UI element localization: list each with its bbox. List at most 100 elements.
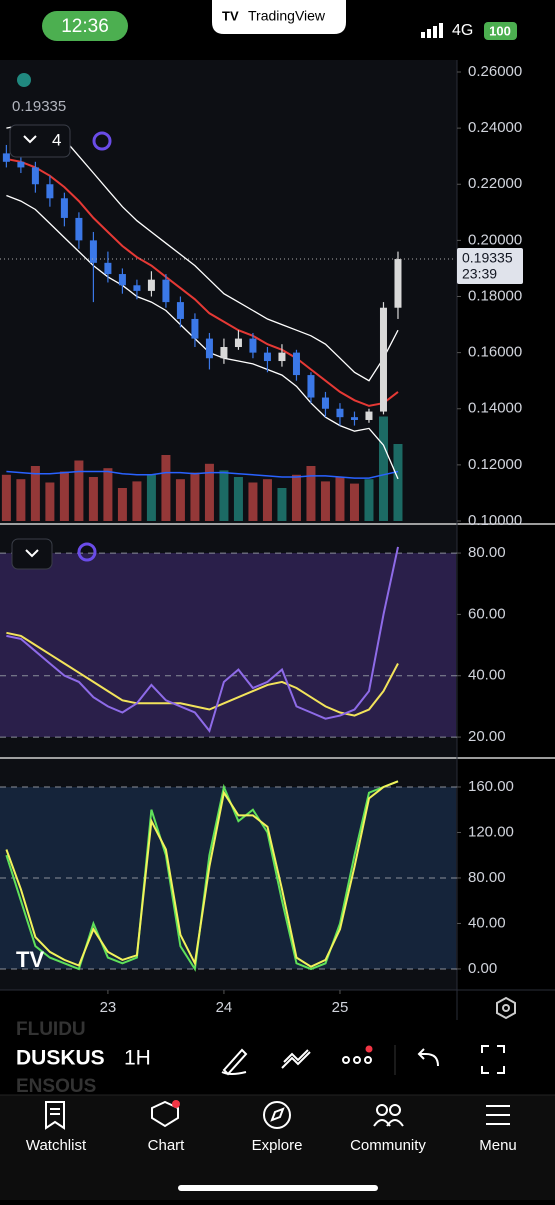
- volume-bar: [59, 471, 69, 521]
- y-tick-label: 40.00: [468, 667, 506, 684]
- menu-icon: [486, 1105, 510, 1125]
- y-tick-label: 0.22000: [468, 175, 522, 192]
- candle-body: [205, 338, 213, 359]
- chevron: [23, 135, 37, 144]
- series-line: [6, 124, 399, 382]
- community-icon: [373, 1104, 404, 1127]
- legend-toggle[interactable]: [9, 124, 71, 158]
- volume-bar: [190, 472, 200, 521]
- y-tick-label: 160.00: [468, 778, 514, 795]
- watermark: TV: [16, 947, 44, 972]
- chart-icon: [151, 1100, 179, 1128]
- settings-button[interactable]: [496, 996, 516, 1020]
- volume-bar: [45, 482, 55, 521]
- candle-body: [365, 411, 373, 420]
- candle-body: [379, 307, 387, 412]
- volume-bar: [146, 474, 156, 521]
- volume-bar: [262, 479, 272, 521]
- candle-body: [234, 338, 242, 348]
- nav-items: Watchlist Chart Explore Community Menu: [26, 1137, 517, 1154]
- candle-body: [321, 397, 329, 409]
- nav-label[interactable]: Community: [350, 1137, 426, 1154]
- candle-body: [104, 262, 112, 275]
- y-tick-label: 40.00: [468, 914, 506, 931]
- candle-body: [75, 217, 83, 241]
- nav-label[interactable]: Chart: [148, 1137, 186, 1154]
- y-tick-label: 120.00: [468, 823, 514, 840]
- battery: [484, 22, 517, 40]
- more-tools[interactable]: [342, 1056, 372, 1064]
- candle-body: [394, 259, 402, 308]
- lines-tool[interactable]: [281, 1049, 311, 1069]
- chevron: [25, 549, 39, 558]
- candle-body: [118, 274, 126, 286]
- volume-bar: [117, 488, 127, 521]
- x-tick-label: 24: [216, 999, 233, 1016]
- undo[interactable]: [417, 1048, 439, 1067]
- y-tick-label: 80.00: [468, 869, 506, 886]
- series-line: [6, 631, 399, 717]
- series-line: [5, 780, 399, 968]
- volume-ma: [6, 470, 399, 479]
- volume-bar: [30, 466, 40, 521]
- y-tick-label: 0.12000: [468, 456, 522, 473]
- y-tick-label: 0.16000: [468, 344, 522, 361]
- candle-body: [176, 302, 184, 319]
- nav-bar: [0, 1095, 555, 1200]
- candle-body: [307, 375, 315, 398]
- nav-label[interactable]: Watchlist: [26, 1137, 87, 1154]
- battery-level: 100: [489, 23, 511, 38]
- plots: [0, 124, 457, 972]
- volume-bar: [74, 460, 84, 521]
- app-name: TradingView: [248, 8, 326, 24]
- symbol[interactable]: DUSKUS: [16, 1047, 105, 1070]
- legend-toggle[interactable]: [11, 538, 53, 570]
- volume-bar: [1, 474, 11, 521]
- draw-tool[interactable]: [221, 1048, 248, 1076]
- y-tick-label: 0.24000: [468, 119, 522, 136]
- ghost-symbol: ENSOUS: [16, 1076, 96, 1097]
- notification-dot: [172, 1100, 180, 1108]
- explore-icon: [263, 1101, 291, 1129]
- volume-bar: [291, 474, 301, 521]
- series-line: [6, 546, 399, 734]
- y-tick-label: 20.00: [468, 728, 506, 745]
- explore-needle: [270, 1107, 285, 1122]
- volume-bar: [161, 455, 171, 521]
- candle-body: [191, 318, 199, 339]
- candle-body: [31, 167, 39, 185]
- volume-bar: [233, 477, 243, 521]
- volume-bar: [204, 463, 214, 521]
- legend-price: 0.19335: [12, 98, 66, 115]
- volume-bar: [335, 477, 345, 521]
- indicator-dot: [77, 542, 97, 562]
- volume-bar: [349, 483, 359, 521]
- volume-bar: [16, 479, 26, 521]
- candle-body: [350, 417, 358, 420]
- interval[interactable]: 1H: [124, 1047, 151, 1070]
- countdown: 23:39: [462, 266, 497, 282]
- volume-bar: [306, 466, 316, 521]
- indicator-dot: [92, 131, 112, 151]
- nav-label[interactable]: Explore: [252, 1137, 303, 1154]
- candle-body: [336, 408, 344, 418]
- volume-bar: [132, 481, 142, 521]
- fullscreen[interactable]: [481, 1045, 505, 1074]
- level-band: [0, 553, 456, 738]
- notification-dot: [365, 1045, 373, 1053]
- series-line: [6, 158, 399, 407]
- y-tick-label: 0.00: [468, 960, 497, 977]
- candle-body: [60, 198, 68, 218]
- nav-label[interactable]: Menu: [479, 1137, 517, 1154]
- volume-bar: [103, 468, 113, 521]
- y-tick-label: 0.26000: [468, 63, 522, 80]
- indicator-count: 4: [52, 130, 61, 149]
- candle-body: [263, 352, 271, 362]
- volume-bar: [219, 470, 229, 521]
- volume-bar: [320, 481, 330, 521]
- candle-body: [249, 338, 257, 353]
- candle-body: [133, 285, 141, 291]
- status-time: 12:36: [61, 16, 109, 37]
- candle-body: [89, 240, 97, 263]
